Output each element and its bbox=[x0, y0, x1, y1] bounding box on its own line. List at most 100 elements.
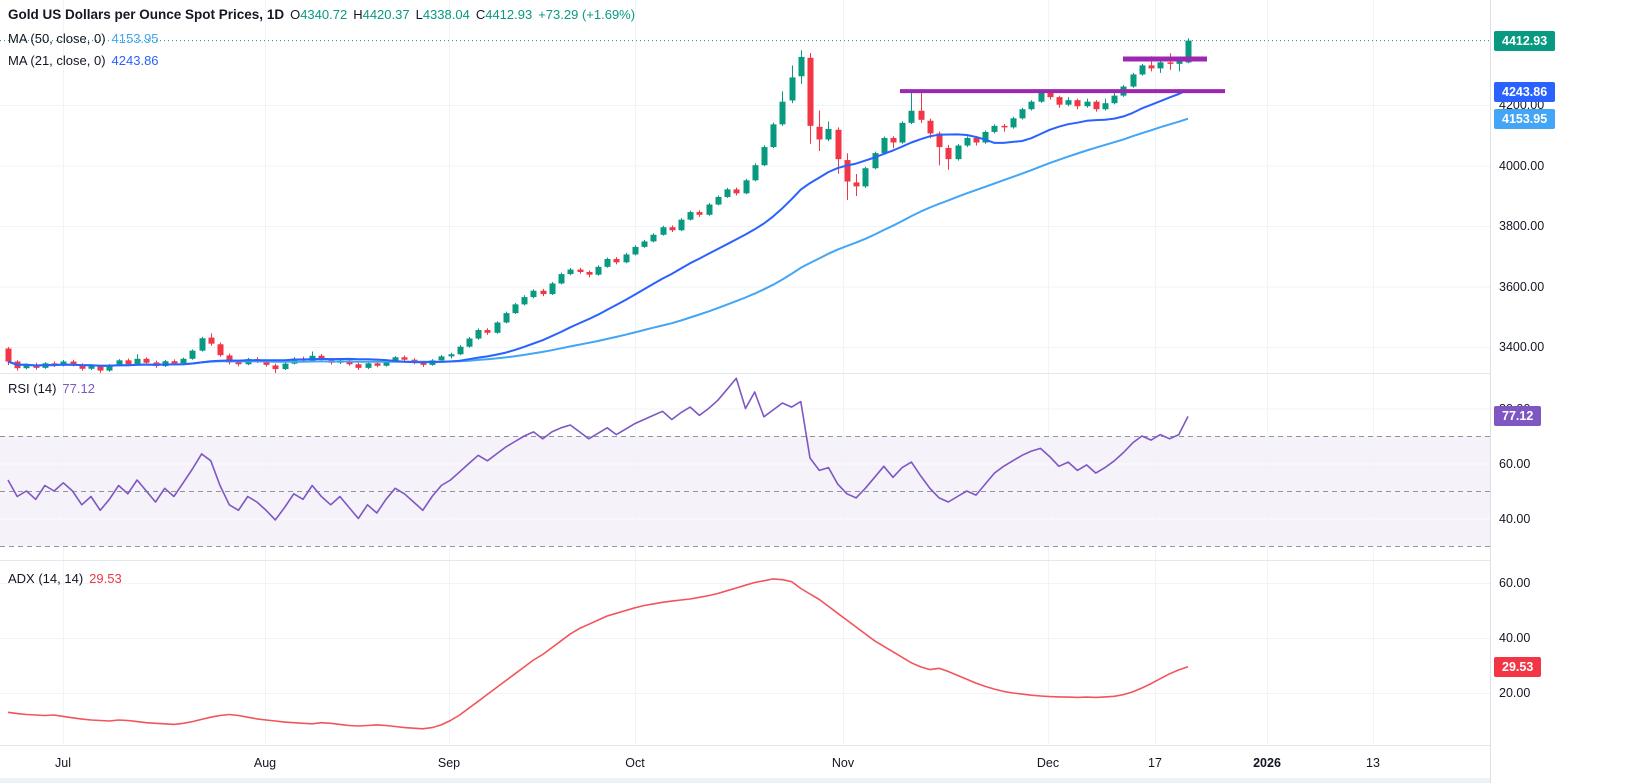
candle-body bbox=[217, 344, 224, 356]
candle-body bbox=[899, 122, 906, 143]
candle-body bbox=[512, 304, 519, 314]
candle-body bbox=[1130, 74, 1137, 87]
time-tick-jul: Jul bbox=[55, 756, 71, 770]
time-tick-aug: Aug bbox=[253, 756, 277, 770]
candle-body bbox=[770, 124, 777, 148]
ma21-legend-row[interactable]: MA (21, close, 0) 4243.86 bbox=[8, 53, 159, 68]
candle-body bbox=[226, 355, 233, 363]
candle-body bbox=[890, 137, 897, 143]
candle-body bbox=[1001, 125, 1008, 128]
candle-body bbox=[1102, 103, 1109, 110]
candle-body bbox=[106, 365, 113, 371]
candle-body bbox=[982, 131, 989, 143]
candle-body bbox=[1185, 40, 1192, 63]
price-axis[interactable]: 4200.004000.003800.003600.003400.0080.00… bbox=[1490, 0, 1632, 783]
rsi-line[interactable] bbox=[7, 377, 1189, 521]
candle-body bbox=[23, 364, 30, 369]
candle-body bbox=[835, 129, 842, 160]
candle-body bbox=[171, 361, 178, 364]
time-tick-13: 13 bbox=[1366, 756, 1380, 770]
candle-body bbox=[60, 361, 67, 366]
candle-body bbox=[660, 227, 667, 235]
candle-body bbox=[97, 366, 104, 371]
rsi-tick: 60.00 bbox=[1499, 456, 1531, 471]
candle-body bbox=[1028, 101, 1035, 110]
candle-body bbox=[448, 354, 455, 357]
candle-body bbox=[1111, 95, 1118, 104]
candle-body bbox=[392, 357, 399, 362]
candle-body bbox=[134, 358, 141, 364]
candle-body bbox=[318, 355, 325, 360]
candle-body bbox=[263, 361, 270, 365]
candle-body bbox=[825, 128, 832, 140]
candle-body bbox=[853, 182, 860, 187]
time-tick-2026: 2026 bbox=[1253, 756, 1281, 770]
candle-body bbox=[927, 120, 934, 134]
adx-legend-row[interactable]: ADX (14, 14) 29.53 bbox=[8, 571, 122, 586]
rsi-legend-row[interactable]: RSI (14) 77.12 bbox=[8, 381, 95, 396]
pane-separator-rsi-adx[interactable] bbox=[0, 560, 1632, 561]
price-tick: 3400.00 bbox=[1499, 340, 1545, 354]
candle-body bbox=[862, 168, 869, 187]
candle-body bbox=[475, 330, 482, 339]
candle-body bbox=[696, 212, 703, 215]
candle-body bbox=[752, 165, 759, 181]
candle-body bbox=[678, 219, 685, 231]
ma50-line[interactable] bbox=[7, 117, 1189, 367]
candle-body bbox=[844, 160, 851, 182]
candle-body bbox=[807, 57, 814, 126]
candle-body bbox=[1167, 62, 1174, 64]
candle-body bbox=[724, 189, 731, 197]
price-tick: 4000.00 bbox=[1499, 158, 1545, 173]
ma50-legend-row[interactable]: MA (50, close, 0) 4153.95 bbox=[8, 31, 159, 46]
adx-line[interactable] bbox=[7, 578, 1189, 730]
candle-body bbox=[540, 290, 547, 295]
candle-body bbox=[1065, 100, 1072, 105]
candle-body bbox=[558, 274, 565, 284]
candle-body bbox=[1019, 109, 1026, 119]
candle-body bbox=[706, 204, 713, 215]
rsi-label: RSI (14) bbox=[8, 381, 57, 396]
candle-body bbox=[1047, 92, 1054, 98]
candle-body bbox=[1010, 118, 1017, 128]
candle-body bbox=[272, 365, 279, 370]
candle-body bbox=[438, 356, 445, 361]
candle-body bbox=[632, 246, 639, 255]
price-chart-pane[interactable] bbox=[0, 0, 1490, 745]
candle-body bbox=[494, 322, 501, 333]
candle-body bbox=[420, 362, 427, 365]
candle-body bbox=[1139, 65, 1146, 75]
candle-body bbox=[955, 145, 962, 160]
candle-body bbox=[687, 212, 694, 220]
candle-body bbox=[5, 348, 12, 362]
candle-body bbox=[355, 364, 362, 368]
candle-body bbox=[484, 330, 491, 333]
rsi-price-badge: 77.12 bbox=[1494, 406, 1542, 427]
time-tick-oct: Oct bbox=[625, 756, 645, 770]
ma21-line[interactable] bbox=[7, 89, 1189, 367]
candle-body bbox=[908, 110, 915, 123]
ohlc-high: H4420.37 bbox=[353, 7, 410, 22]
candle-body bbox=[530, 290, 537, 298]
candle-body bbox=[125, 360, 132, 365]
candle-body bbox=[235, 362, 242, 365]
adx-tick: 40.00 bbox=[1499, 631, 1531, 645]
pane-separator-main-rsi[interactable] bbox=[0, 373, 1632, 374]
candle-body bbox=[70, 361, 77, 365]
adx-value: 29.53 bbox=[89, 571, 122, 586]
candle-body bbox=[1038, 92, 1045, 102]
candle-body bbox=[1056, 97, 1063, 105]
candle-body bbox=[816, 126, 823, 140]
candle-body bbox=[623, 254, 630, 263]
candle-body bbox=[1176, 60, 1183, 64]
candle-body bbox=[189, 350, 196, 359]
main-legend-row[interactable]: Gold US Dollars per Ounce Spot Prices, 1… bbox=[8, 7, 635, 22]
main-price-badge: 4243.86 bbox=[1494, 81, 1556, 102]
time-axis[interactable]: Jul Aug Sep Oct Nov Dec 17 2026 13 bbox=[0, 745, 1490, 783]
price-tick: 3600.00 bbox=[1499, 279, 1545, 294]
candle-body bbox=[798, 56, 805, 77]
candle-body bbox=[180, 358, 187, 364]
candle-body bbox=[991, 125, 998, 132]
candle-body bbox=[789, 77, 796, 101]
